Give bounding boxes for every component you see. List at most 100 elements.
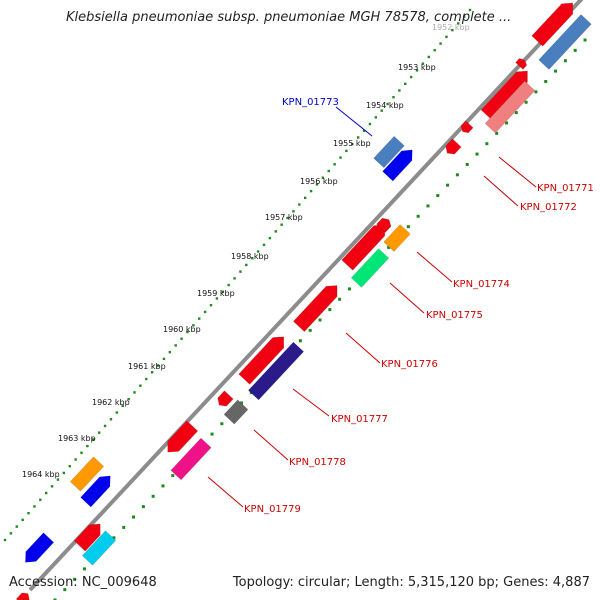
gene-feature[interactable] <box>382 145 418 182</box>
tick-dot <box>421 62 425 65</box>
gene-shape[interactable] <box>351 248 389 288</box>
gene-shape[interactable] <box>82 530 116 566</box>
gene-shape[interactable] <box>224 399 248 425</box>
gene-feature[interactable] <box>247 341 305 401</box>
gene-features[interactable] <box>15 0 592 600</box>
tick-dot <box>180 337 183 340</box>
gene-feature[interactable] <box>292 280 342 333</box>
tick-dot <box>56 478 60 481</box>
gene-feature[interactable] <box>69 456 105 492</box>
tick-dot <box>171 474 175 478</box>
gene-label-kpn-01778[interactable]: KPN_01778 <box>289 457 346 468</box>
gene-feature[interactable] <box>538 14 592 70</box>
gene-shape[interactable] <box>459 120 474 135</box>
gene-shape[interactable] <box>248 342 304 400</box>
gene-outline <box>382 149 413 182</box>
gene-feature[interactable] <box>80 471 116 508</box>
gene-label-kpn-01777[interactable]: KPN_01777 <box>331 414 388 425</box>
gene-shape[interactable] <box>538 14 592 70</box>
gene-outline <box>80 475 111 508</box>
tick-dot <box>27 511 30 515</box>
gene-feature[interactable] <box>531 0 578 47</box>
gene-shape[interactable] <box>383 224 411 252</box>
tick-dot <box>445 35 448 39</box>
gene-shape[interactable] <box>481 66 533 121</box>
gene-label-kpn-01776[interactable]: KPN_01776 <box>381 359 438 370</box>
gene-feature[interactable] <box>73 519 105 552</box>
label-leader-line <box>498 156 537 188</box>
label-leader-line <box>389 282 425 314</box>
gene-feature[interactable] <box>459 120 474 135</box>
tick-dot <box>386 102 389 106</box>
gene-shape[interactable] <box>293 280 342 332</box>
gene-label-kpn-01772[interactable]: KPN_01772 <box>520 202 577 213</box>
gene-shape[interactable] <box>238 332 290 385</box>
gene-shape[interactable] <box>80 471 116 507</box>
tick-dot <box>398 89 401 92</box>
genome-summary-text: Topology: circular; Length: 5,315,120 bp… <box>232 575 590 590</box>
tick-dot <box>514 111 518 115</box>
gene-feature[interactable] <box>443 138 462 157</box>
tick-dot <box>115 411 119 414</box>
gene-feature[interactable] <box>162 420 199 458</box>
gene-label-kpn-01775[interactable]: KPN_01775 <box>426 310 483 321</box>
tick-dot <box>426 204 430 208</box>
tick-dot <box>303 196 307 200</box>
tick-dot <box>73 577 77 581</box>
tick-dot <box>409 75 413 79</box>
tick-dot <box>168 350 172 354</box>
tick-dot <box>74 458 77 461</box>
tick-dot <box>63 588 67 592</box>
gene-feature[interactable] <box>170 437 212 481</box>
gene-shape[interactable] <box>382 145 418 181</box>
gene-feature[interactable] <box>81 530 117 566</box>
gene-shape[interactable] <box>515 57 529 70</box>
gene-outline <box>292 285 338 333</box>
tick-dot <box>404 82 407 85</box>
gene-label-kpn-01779[interactable]: KPN_01779 <box>244 504 301 515</box>
gene-label-kpn-01771[interactable]: KPN_01771 <box>537 183 594 194</box>
tick-label: 1960 kbp <box>163 325 201 334</box>
gene-shape[interactable] <box>70 456 104 492</box>
gene-shape[interactable] <box>162 420 198 458</box>
gene-shape[interactable] <box>485 81 535 133</box>
gene-feature[interactable] <box>215 390 234 409</box>
tick-label: 1961 kbp <box>128 362 166 371</box>
gene-shape[interactable] <box>74 519 105 552</box>
gene-shape[interactable] <box>170 438 212 480</box>
gene-feature[interactable] <box>20 532 55 567</box>
gene-label-kpn-01774[interactable]: KPN_01774 <box>453 279 510 290</box>
gene-outline <box>223 399 249 425</box>
gene-shape[interactable] <box>215 390 234 409</box>
tick-dot <box>415 69 419 72</box>
tick-dot <box>62 471 66 475</box>
tick-dot <box>485 142 489 146</box>
tick-dot <box>345 149 348 153</box>
gene-shape[interactable] <box>16 590 31 600</box>
gene-shape[interactable] <box>531 0 578 47</box>
gene-shape[interactable] <box>376 216 394 233</box>
gene-shape[interactable] <box>341 220 390 271</box>
gene-feature[interactable] <box>238 332 290 385</box>
gene-feature[interactable] <box>15 590 31 600</box>
gene-feature[interactable] <box>373 135 405 169</box>
gene-feature[interactable] <box>383 224 411 252</box>
gene-shape[interactable] <box>20 532 54 567</box>
gene-shape[interactable] <box>373 136 405 168</box>
gene-labels[interactable]: KPN_01773 KPN_01771 KPN_01772 KPN_01774 KPN_… <box>244 97 594 515</box>
gene-feature[interactable] <box>484 80 536 134</box>
gene-feature[interactable] <box>515 57 529 70</box>
gene-feature[interactable] <box>376 216 394 233</box>
gene-shape[interactable] <box>443 138 462 157</box>
label-leader-lines <box>207 106 537 508</box>
tick-dot <box>198 317 201 320</box>
gene-label-kpn-01773[interactable]: KPN_01773 <box>282 97 339 108</box>
tick-dot <box>262 243 266 247</box>
tick-dot <box>462 15 466 18</box>
tick-label: 1956 kbp <box>300 177 338 186</box>
gene-feature[interactable] <box>223 399 249 425</box>
tick-dot <box>150 371 154 374</box>
gene-feature[interactable] <box>350 248 390 288</box>
